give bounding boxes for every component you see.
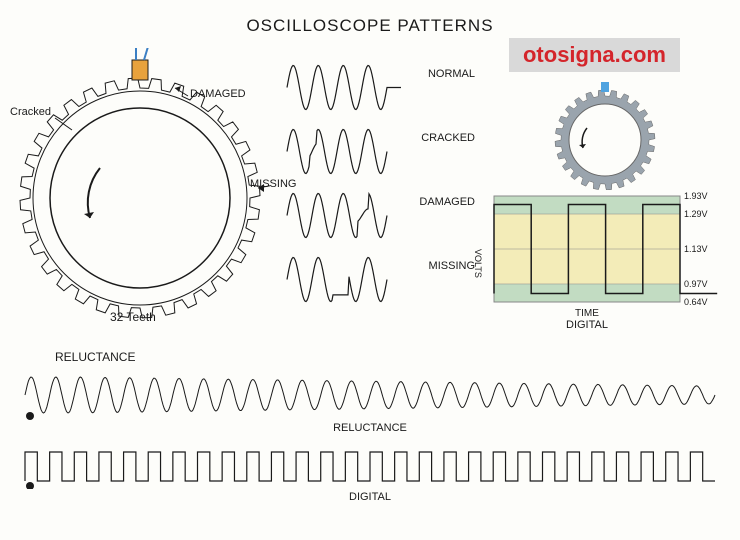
reluctance-top-label: RELUCTANCE <box>55 350 135 364</box>
svg-text:TIME: TIME <box>575 308 599 319</box>
digital-label: DIGITAL <box>20 491 720 503</box>
teeth-count-label: 32 Teeth <box>110 310 156 324</box>
voltage-chart-svg: 1.93V 1.29V 1.13V 0.97V 0.64V VOLTS TIMEDIGITA… <box>470 190 720 330</box>
svg-text:0.64V: 0.64V <box>684 297 708 307</box>
wave-damaged: DAMAGED <box>285 188 475 248</box>
svg-text:DIGITAL: DIGITAL <box>566 319 608 330</box>
wave-cracked: CRACKED <box>285 124 475 184</box>
page-title: OSCILLOSCOPE PATTERNS <box>246 16 493 36</box>
damaged-label: DAMAGED <box>190 88 246 100</box>
voltage-chart: 1.93V 1.29V 1.13V 0.97V 0.64V VOLTS TIMEDIGITA… <box>470 190 720 330</box>
reluctance-wave-svg <box>20 370 720 420</box>
svg-text:0.97V: 0.97V <box>684 279 708 289</box>
wave-patterns-section: NORMAL CRACKED DAMAGED MISSING <box>285 60 475 316</box>
svg-text:1.13V: 1.13V <box>684 244 708 254</box>
small-gear-diagram <box>550 80 660 190</box>
gear-diagram: Cracked DAMAGED MISSING 32 Teeth <box>10 48 270 328</box>
digital-wave-svg <box>20 444 720 489</box>
svg-text:1.93V: 1.93V <box>684 191 708 201</box>
watermark-badge: otosigna.com <box>509 38 680 72</box>
wave-missing-label: MISSING <box>429 260 475 272</box>
wave-cracked-svg <box>285 124 405 179</box>
wave-normal-svg <box>285 60 405 115</box>
wave-normal-label: NORMAL <box>428 68 475 80</box>
wave-normal: NORMAL <box>285 60 475 120</box>
svg-text:1.29V: 1.29V <box>684 209 708 219</box>
bottom-waves-section: RELUCTANCE DIGITAL <box>20 370 720 503</box>
wave-damaged-label: DAMAGED <box>419 196 475 208</box>
wave-missing-svg <box>285 252 405 307</box>
wave-cracked-label: CRACKED <box>421 132 475 144</box>
cracked-label: Cracked <box>10 106 51 118</box>
wave-damaged-svg <box>285 188 405 243</box>
svg-text:VOLTS: VOLTS <box>473 249 483 278</box>
wave-missing: MISSING <box>285 252 475 312</box>
small-gear-svg <box>550 80 660 190</box>
reluctance-label: RELUCTANCE <box>20 422 720 434</box>
